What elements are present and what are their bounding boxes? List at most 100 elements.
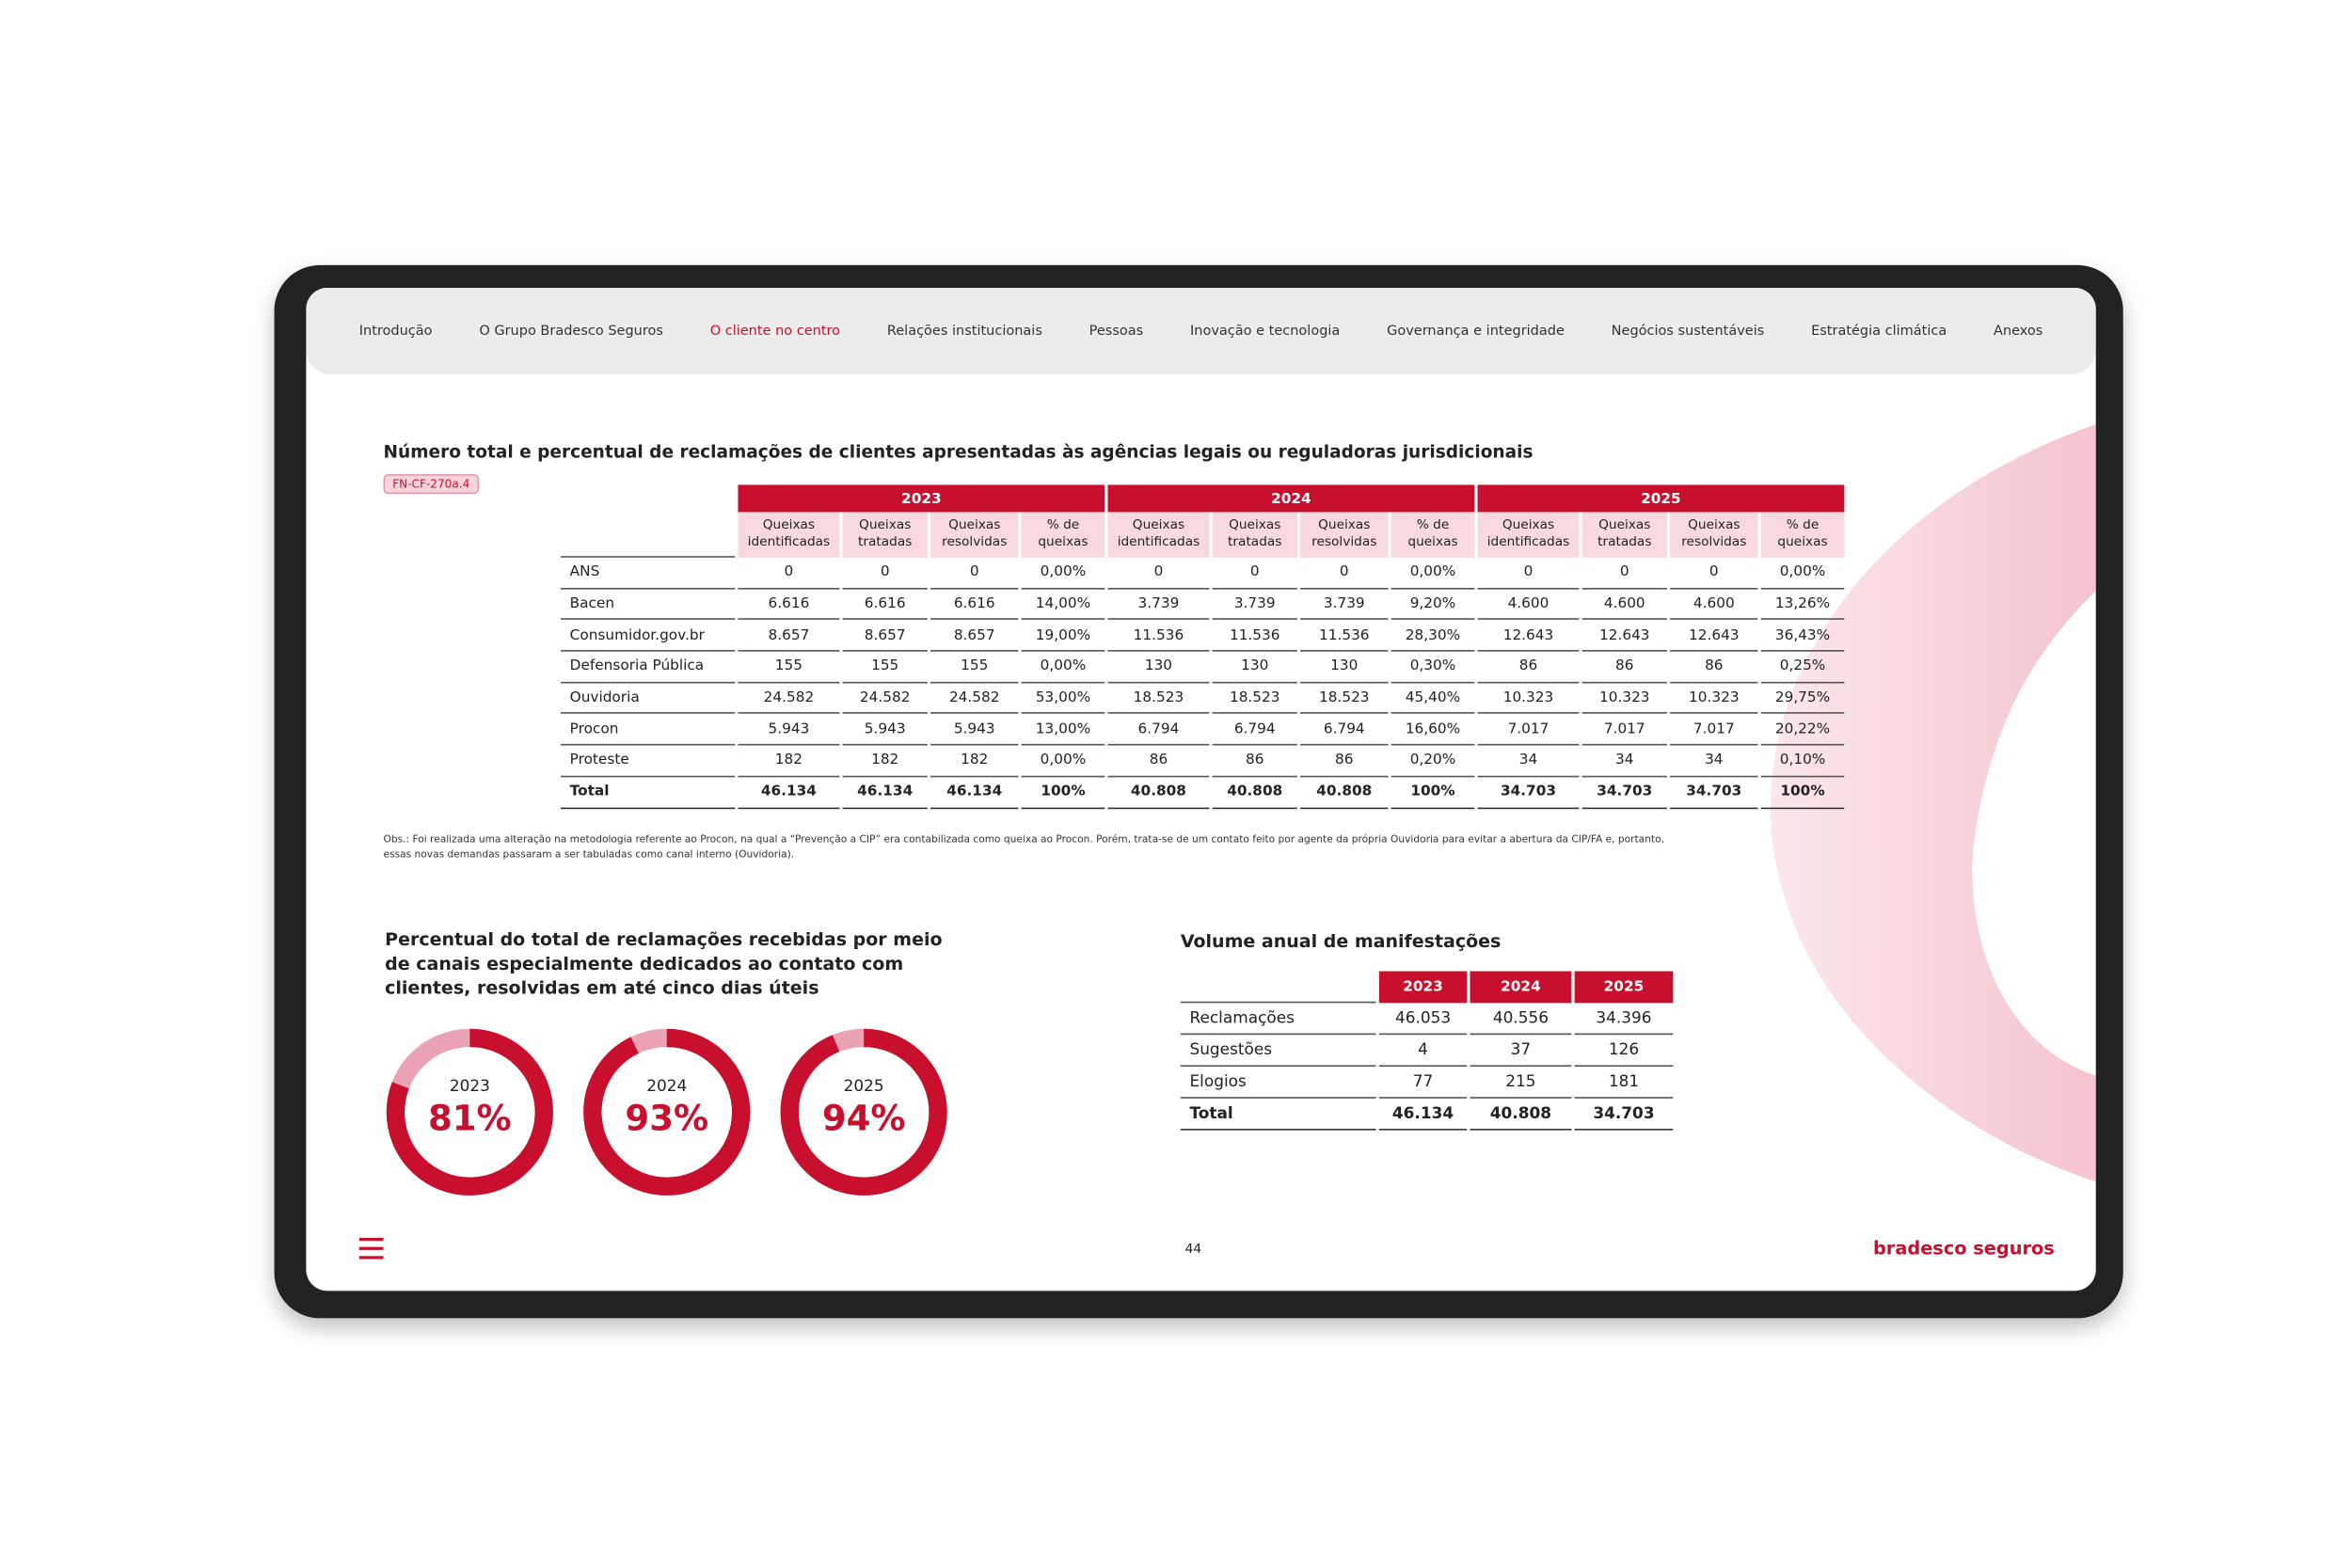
nav-item[interactable]: Anexos xyxy=(1994,323,2043,340)
nav-item[interactable]: Inovação e tecnologia xyxy=(1190,323,1341,340)
column-header: Queixas tratadas xyxy=(842,512,928,558)
donut-year: 2025 xyxy=(844,1076,884,1095)
cell: 3.739 xyxy=(1300,589,1389,621)
cell: Bacen xyxy=(560,589,736,621)
cell: 46.134 xyxy=(1378,1099,1468,1131)
cell: 40.556 xyxy=(1470,1003,1572,1036)
cell: 0 xyxy=(930,558,1019,590)
cell: 4.600 xyxy=(1670,589,1758,621)
logo: bradesco seguros xyxy=(1872,1238,2055,1259)
cell: 4 xyxy=(1378,1035,1468,1068)
cell: Procon xyxy=(560,714,736,746)
cell: 34.703 xyxy=(1581,777,1667,809)
column-header: Queixas tratadas xyxy=(1212,512,1297,558)
blank xyxy=(1180,972,1376,1004)
cell: 155 xyxy=(842,652,928,684)
cell: 6.794 xyxy=(1107,714,1210,746)
cell: 155 xyxy=(738,652,840,684)
cell: 10.323 xyxy=(1670,683,1758,715)
year-header: 2023 xyxy=(1378,971,1468,1004)
cell: 182 xyxy=(930,746,1019,778)
table-row: Proteste 182 182 182 0,00% 86 86 86 0,20% 34 34 34 0… xyxy=(560,746,1845,778)
menu-icon[interactable] xyxy=(358,1236,385,1260)
nav-item[interactable]: O cliente no centro xyxy=(709,323,841,340)
cell: 11.536 xyxy=(1300,620,1389,652)
table-row: Sugestões 4 37 126 xyxy=(1180,1035,1674,1068)
cell: 5.943 xyxy=(842,714,928,746)
cell: 6.616 xyxy=(930,589,1019,621)
cell: Sugestões xyxy=(1180,1035,1376,1068)
nav-item[interactable]: O Grupo Bradesco Seguros xyxy=(479,323,663,340)
cell: 40.808 xyxy=(1470,1099,1572,1131)
cell: 10.323 xyxy=(1581,683,1667,715)
year-header: 2025 xyxy=(1574,971,1674,1004)
cell: 0 xyxy=(1670,558,1758,590)
cell: 29,75% xyxy=(1760,683,1845,715)
cell: 0,00% xyxy=(1021,652,1105,684)
cell: 100% xyxy=(1021,777,1105,809)
cell: 77 xyxy=(1378,1067,1468,1099)
table-row: Total 46.134 46.134 46.134 100% 40.808 40.808 4… xyxy=(560,777,1845,809)
cell: 0,00% xyxy=(1021,558,1105,590)
nav-item[interactable]: Pessoas xyxy=(1089,323,1144,340)
year-header: 2024 xyxy=(1107,484,1475,513)
cell: 0,00% xyxy=(1760,558,1845,590)
nav-item[interactable]: Governança e integridade xyxy=(1387,323,1565,340)
cell: 16,60% xyxy=(1391,714,1475,746)
cell: 86 xyxy=(1300,746,1389,778)
column-header: Queixas resolvidas xyxy=(1670,512,1758,558)
complaints-table: 2023 2024 2025 Queixas identificadas Queixas… xyxy=(558,484,1848,809)
cell: 6.794 xyxy=(1300,714,1389,746)
cell: 53,00% xyxy=(1021,683,1105,715)
cell: 11.536 xyxy=(1107,620,1210,652)
donut-value: 81% xyxy=(428,1099,512,1139)
column-header: % de queixas xyxy=(1760,512,1845,558)
cell: 7.017 xyxy=(1670,714,1758,746)
cell: 36,43% xyxy=(1760,620,1845,652)
cell: 0,00% xyxy=(1391,558,1475,590)
column-header: Queixas resolvidas xyxy=(930,512,1019,558)
cell: 12.643 xyxy=(1477,620,1580,652)
nav-item[interactable]: Relações institucionais xyxy=(886,323,1042,340)
cell: 34 xyxy=(1670,746,1758,778)
screen: Introdução O Grupo Bradesco Seguros O clie… xyxy=(306,288,2096,1291)
column-header: % de queixas xyxy=(1021,512,1105,558)
cell: 100% xyxy=(1391,777,1475,809)
table-row: Elogios 77 215 181 xyxy=(1180,1067,1674,1099)
cell: 6.616 xyxy=(842,589,928,621)
cell: 0 xyxy=(738,558,840,590)
cell: 0,20% xyxy=(1391,746,1475,778)
nav-item[interactable]: Introdução xyxy=(358,323,433,340)
cell: 0 xyxy=(1581,558,1667,590)
cell: Ouvidoria xyxy=(560,683,736,715)
cell: 3.739 xyxy=(1107,589,1210,621)
table-title: Número total e percentual de reclamações… xyxy=(383,440,1534,463)
year-row: 2023 2024 2025 xyxy=(1180,971,1674,1004)
donut-title: Percentual do total de reclamações receb… xyxy=(385,928,943,999)
cell: 0,30% xyxy=(1391,652,1475,684)
table-row: Total 46.134 40.808 34.703 xyxy=(1180,1099,1674,1131)
cell: 130 xyxy=(1107,652,1210,684)
cell: 86 xyxy=(1107,746,1210,778)
cell: Total xyxy=(1180,1099,1376,1131)
cell: 100% xyxy=(1760,777,1845,809)
cell: 34 xyxy=(1477,746,1580,778)
cell: 18.523 xyxy=(1107,683,1210,715)
cell: 86 xyxy=(1477,652,1580,684)
column-header: Queixas identificadas xyxy=(738,512,840,558)
cell: 34.703 xyxy=(1477,777,1580,809)
cell: 0 xyxy=(1477,558,1580,590)
cell: 4.600 xyxy=(1477,589,1580,621)
blank xyxy=(560,512,736,558)
cell: 215 xyxy=(1470,1067,1572,1099)
cell: 8.657 xyxy=(738,620,840,652)
volume-table: 2023 2024 2025 Reclamações 46.053 40.556 34.39… xyxy=(1178,971,1677,1131)
nav-item[interactable]: Estratégia climática xyxy=(1811,323,1947,340)
cell: 182 xyxy=(842,746,928,778)
cell: 34.703 xyxy=(1574,1099,1674,1131)
cell: 5.943 xyxy=(738,714,840,746)
cell: 182 xyxy=(738,746,840,778)
year-row: 2023 2024 2025 xyxy=(561,484,1845,513)
nav-item[interactable]: Negócios sustentáveis xyxy=(1611,323,1765,340)
